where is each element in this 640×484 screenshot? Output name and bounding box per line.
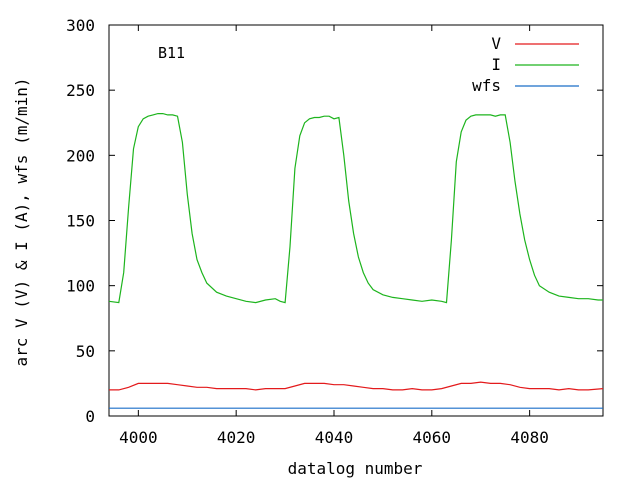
legend-label-V: V [491,34,501,53]
x-tick-label: 4080 [510,428,549,447]
series-line-I [108,112,603,304]
y-tick-label: 250 [66,81,95,100]
y-tick-label: 50 [76,342,95,361]
y-axis-label: arc V (V) & I (A), wfs (m/min) [12,78,31,367]
x-tick-label: 4020 [217,428,256,447]
x-tick-label: 4040 [315,428,354,447]
annotation-label: B11 [158,44,185,62]
y-tick-label: 100 [66,277,95,296]
x-axis-label: datalog number [288,459,423,478]
x-tick-label: 4000 [119,428,158,447]
y-tick-label: 200 [66,146,95,165]
y-tick-label: 150 [66,212,95,231]
legend-label-wfs: wfs [472,76,501,95]
y-tick-label: 300 [66,16,95,35]
series-line-V [109,381,604,391]
y-tick-label: 0 [85,407,95,426]
x-tick-label: 4060 [413,428,452,447]
legend-label-I: I [491,55,501,74]
plot-area-frame [108,24,604,417]
